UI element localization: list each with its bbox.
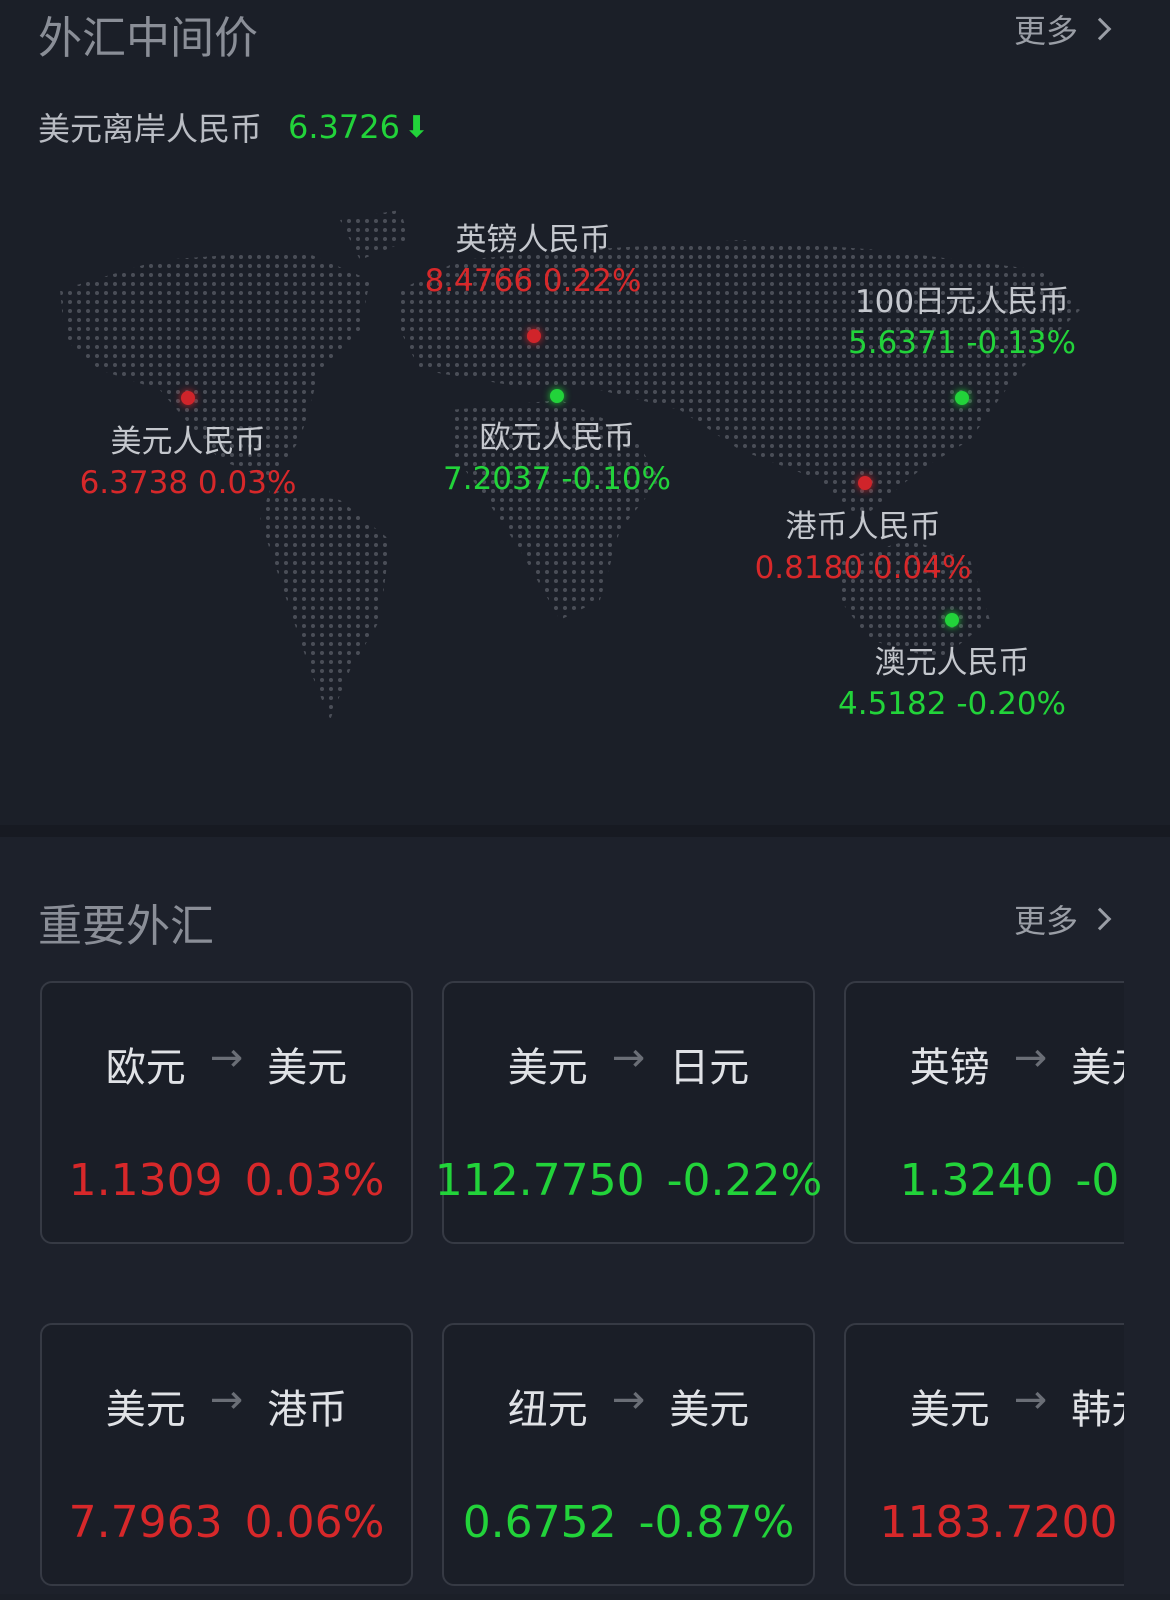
offshore-value: 6.3726 — [288, 108, 400, 146]
chevron-right-icon — [1088, 907, 1112, 931]
fx-pair: 纽元 → 美元 — [444, 1377, 813, 1435]
from-currency: 欧元 — [105, 1045, 186, 1091]
from-currency: 纽元 — [507, 1387, 588, 1433]
map-point-4[interactable]: 港币人民币 0.8180 0.04% — [755, 501, 972, 586]
map-point-quote: 5.6371 -0.13% — [848, 325, 1076, 361]
map-point-value: 0.8180 — [754, 550, 864, 586]
to-currency: 韩元 — [1071, 1387, 1124, 1433]
arrow-right-icon: → — [1013, 1377, 1048, 1423]
map-point-change: -0.13% — [966, 325, 1077, 361]
fx-card[interactable]: 美元 → 港币 7.7963 0.06% — [40, 1323, 413, 1586]
from-currency: 英镑 — [909, 1045, 990, 1091]
map-point-change: 0.04% — [872, 550, 972, 586]
fx-quote: 1.3240 -0.4 — [846, 1155, 1124, 1206]
map-marker[interactable] — [181, 391, 195, 405]
fx-change: 0.06% — [244, 1497, 385, 1548]
midrate-more-button[interactable]: 更多 — [1013, 6, 1112, 52]
map-point-value: 5.6371 — [847, 325, 957, 361]
to-currency: 美元 — [669, 1387, 750, 1433]
map-point-name: 英镑人民币 — [455, 222, 611, 258]
arrow-right-icon: → — [209, 1035, 244, 1081]
fx-value: 112.7750 — [434, 1155, 645, 1206]
map-point-2[interactable]: 美元人民币 6.3738 0.03% — [80, 416, 297, 501]
to-currency: 港币 — [267, 1387, 348, 1433]
to-currency: 美元 — [1071, 1045, 1124, 1091]
fx-quote: 0.6752 -0.87% — [444, 1497, 813, 1548]
map-point-quote: 8.4766 0.22% — [425, 263, 642, 299]
major-title: 重要外汇 — [38, 901, 214, 952]
map-point-change: -0.20% — [956, 686, 1067, 722]
map-point-0[interactable]: 英镑人民币 8.4766 0.22% — [425, 214, 642, 299]
arrow-right-icon: → — [209, 1377, 244, 1423]
fx-pair: 英镑 → 美元 — [846, 1035, 1124, 1093]
fx-pair: 美元 → 日元 — [444, 1035, 813, 1093]
map-point-name: 澳元人民币 — [874, 645, 1030, 681]
map-point-change: -0.10% — [561, 461, 672, 497]
map-marker[interactable] — [858, 476, 872, 490]
fx-pair: 美元 → 港币 — [42, 1377, 411, 1435]
map-marker[interactable] — [550, 389, 564, 403]
map-point-quote: 6.3738 0.03% — [80, 465, 297, 501]
map-point-name: 美元人民币 — [110, 424, 266, 460]
fx-change: 0.03% — [244, 1155, 385, 1206]
fx-card[interactable]: 英镑 → 美元 1.3240 -0.4 — [844, 981, 1124, 1244]
map-point-quote: 0.8180 0.04% — [755, 550, 972, 586]
fx-change: -0.22% — [666, 1155, 823, 1206]
fx-pair: 美元 → 韩元 — [846, 1377, 1124, 1435]
map-point-value: 6.3738 — [79, 465, 189, 501]
fx-value: 1183.7200 — [879, 1497, 1118, 1548]
map-point-5[interactable]: 澳元人民币 4.5182 -0.20% — [838, 637, 1066, 722]
more-label: 更多 — [1013, 902, 1078, 940]
arrow-down-icon: ⬇ — [403, 109, 430, 145]
fx-value: 7.7963 — [68, 1497, 223, 1548]
arrow-right-icon: → — [611, 1035, 646, 1081]
to-currency: 日元 — [669, 1045, 750, 1091]
map-point-quote: 4.5182 -0.20% — [838, 686, 1066, 722]
arrow-right-icon: → — [611, 1377, 646, 1423]
fx-pair: 欧元 → 美元 — [42, 1035, 411, 1093]
fx-card-grid: 欧元 → 美元 1.1309 0.03% 美元 → 日元 112.7750 -0.22% 英… — [0, 980, 1124, 1600]
arrow-right-icon: → — [1013, 1035, 1048, 1081]
from-currency: 美元 — [507, 1045, 588, 1091]
offshore-label: 美元离岸人民币 — [38, 110, 263, 148]
fx-value: 1.1309 — [68, 1155, 223, 1206]
map-point-name: 欧元人民币 — [479, 420, 635, 456]
map-point-3[interactable]: 欧元人民币 7.2037 -0.10% — [443, 412, 671, 497]
map-point-name: 港币人民币 — [785, 509, 941, 545]
section-divider — [0, 825, 1170, 837]
map-point-1[interactable]: 100日元人民币 5.6371 -0.13% — [848, 276, 1076, 361]
fx-quote: 1183.72000. — [846, 1497, 1124, 1548]
map-marker[interactable] — [527, 329, 541, 343]
fx-change: -0.87% — [638, 1497, 795, 1548]
midrate-title: 外汇中间价 — [38, 13, 258, 64]
map-point-value: 4.5182 — [837, 686, 947, 722]
fx-card[interactable]: 纽元 → 美元 0.6752 -0.87% — [442, 1323, 815, 1586]
fx-quote: 1.1309 0.03% — [42, 1155, 411, 1206]
map-point-name: 100日元人民币 — [854, 284, 1070, 320]
from-currency: 美元 — [909, 1387, 990, 1433]
fx-card[interactable]: 美元 → 日元 112.7750 -0.22% — [435, 981, 823, 1244]
map-point-change: 0.22% — [542, 263, 642, 299]
fx-quote: 7.7963 0.06% — [42, 1497, 411, 1548]
fx-quote: 112.7750 -0.22% — [435, 1155, 823, 1206]
map-point-value: 7.2037 — [442, 461, 552, 497]
world-map — [60, 210, 1080, 720]
fx-value: 1.3240 — [899, 1155, 1054, 1206]
major-more-button[interactable]: 更多 — [1013, 896, 1112, 942]
offshore-rate[interactable]: 美元离岸人民币 6.3726 ⬇ — [38, 104, 429, 150]
more-label: 更多 — [1013, 12, 1078, 50]
map-marker[interactable] — [945, 613, 959, 627]
map-point-change: 0.03% — [197, 465, 297, 501]
to-currency: 美元 — [267, 1045, 348, 1091]
fx-change: -0.4 — [1075, 1155, 1124, 1206]
fx-card[interactable]: 欧元 → 美元 1.1309 0.03% — [40, 981, 413, 1244]
chevron-right-icon — [1088, 17, 1112, 41]
from-currency: 美元 — [105, 1387, 186, 1433]
map-point-quote: 7.2037 -0.10% — [443, 461, 671, 497]
map-point-value: 8.4766 — [424, 263, 534, 299]
map-marker[interactable] — [955, 391, 969, 405]
fx-card[interactable]: 美元 → 韩元 1183.72000. — [844, 1323, 1124, 1586]
fx-value: 0.6752 — [462, 1497, 617, 1548]
